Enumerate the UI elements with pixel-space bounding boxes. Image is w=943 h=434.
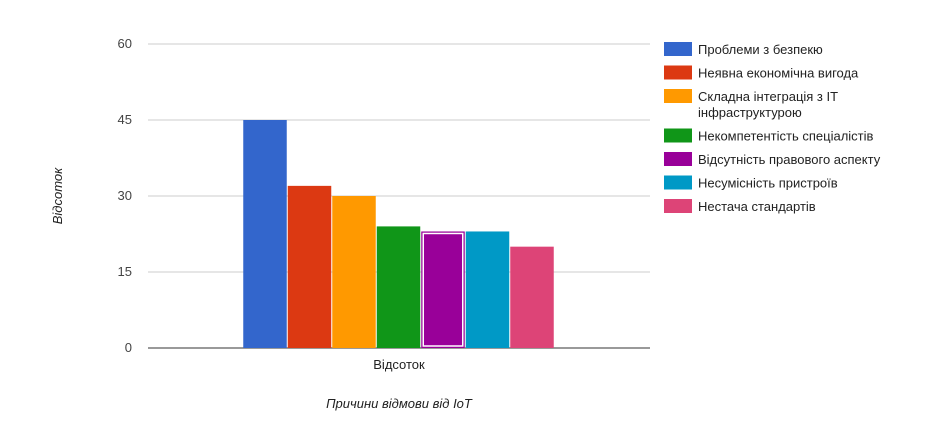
bar[interactable]	[243, 120, 287, 348]
legend-label: Некомпетентість спеціалістів	[698, 129, 874, 144]
legend-label-line: Несумісність пристроїв	[698, 176, 838, 191]
bar[interactable]	[376, 226, 421, 348]
legend-swatch	[664, 152, 692, 166]
bar[interactable]	[287, 185, 332, 348]
legend-label-line: Некомпетентість спеціалістів	[698, 129, 874, 144]
legend-label-line: Проблеми з безпекю	[698, 42, 823, 57]
legend-item[interactable]: Проблеми з безпекю	[664, 42, 823, 57]
gridlines	[148, 43, 650, 349]
legend-label: Відсутність правового аспекту	[698, 152, 881, 167]
legend-label: Проблеми з безпекю	[698, 42, 823, 57]
bar[interactable]	[421, 231, 465, 348]
legend-item[interactable]: Несумісність пристроїв	[664, 175, 838, 191]
legend-swatch	[664, 175, 692, 190]
y-tick-label: 15	[118, 264, 132, 279]
y-tick-label: 45	[118, 112, 132, 127]
legend-item[interactable]: Відсутність правового аспекту	[664, 152, 881, 167]
y-tick-label: 0	[125, 340, 132, 355]
y-tick-label: 30	[118, 188, 132, 203]
y-tick-label: 60	[118, 36, 132, 51]
legend[interactable]: Проблеми з безпекю Неявна економічна виго…	[664, 42, 881, 214]
bar-highlight-outline	[422, 232, 464, 347]
legend-item[interactable]: Некомпетентість спеціалістів	[664, 128, 874, 144]
x-tick-label: Відсоток	[373, 357, 425, 372]
legend-item[interactable]: Нестача стандартів	[664, 199, 816, 214]
x-axis-ticks: Відсоток	[373, 357, 425, 372]
legend-label-line: Складна інтеграція з IT	[698, 89, 838, 104]
bar[interactable]	[332, 196, 376, 348]
legend-label: Несумісність пристроїв	[698, 176, 838, 191]
bar[interactable]	[465, 231, 510, 348]
legend-label: Нестача стандартів	[698, 199, 816, 214]
legend-swatch	[664, 89, 692, 103]
legend-label-line: Нестача стандартів	[698, 199, 816, 214]
legend-label: Складна інтеграція з IT інфраструктурою	[698, 89, 838, 120]
legend-label-line: Неявна економічна вигода	[698, 66, 859, 81]
y-axis-ticks: 0 15 30 45 60	[118, 36, 132, 355]
legend-label-line: Відсутність правового аспекту	[698, 152, 881, 167]
legend-swatch	[664, 65, 692, 80]
bars	[243, 120, 554, 348]
legend-item[interactable]: Складна інтеграція з IT інфраструктурою	[664, 89, 838, 120]
legend-label: Неявна економічна вигода	[698, 66, 859, 81]
legend-item[interactable]: Неявна економічна вигода	[664, 65, 859, 81]
bar[interactable]	[510, 246, 554, 348]
legend-swatch	[664, 42, 692, 56]
x-axis-label: Причини відмови від IoT	[326, 396, 473, 411]
legend-label-line: інфраструктурою	[698, 105, 802, 120]
legend-swatch	[664, 128, 692, 143]
legend-swatch	[664, 199, 692, 213]
y-axis-label: Відсоток	[50, 167, 65, 224]
